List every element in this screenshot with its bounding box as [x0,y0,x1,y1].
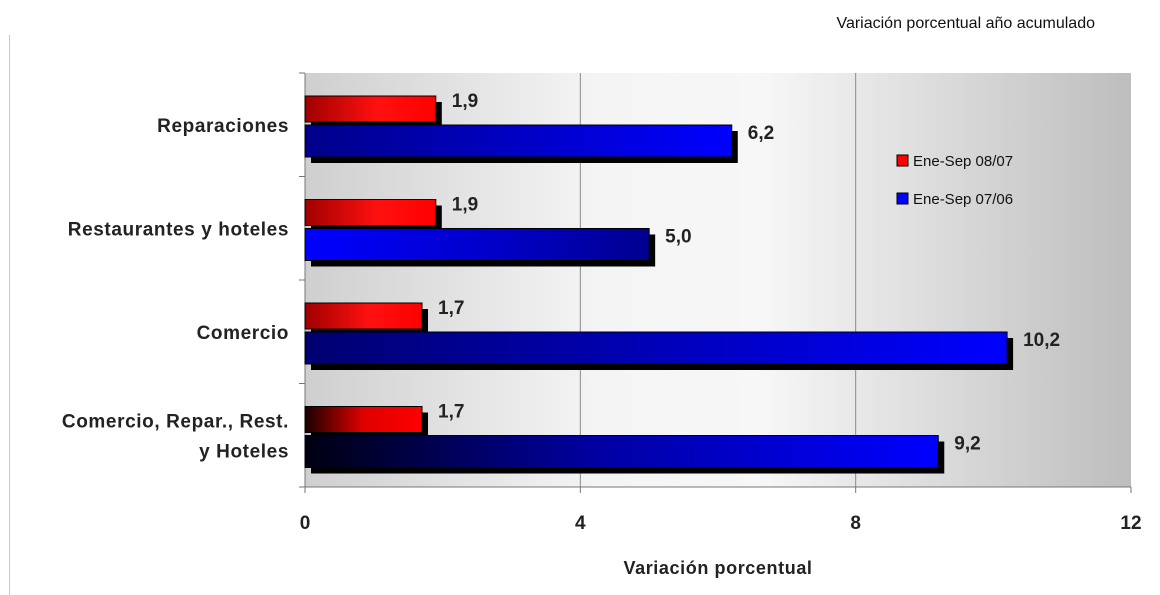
category-label: Comercio, Repar., Rest. [62,411,289,432]
bar-ene-sep-08-07 [304,406,423,433]
data-label: 1,7 [438,298,464,319]
labels: 0 4 8 12 Reparaciones 1,9 6,2 Restaurantes y ho… [62,91,1142,534]
bar-ene-sep-08-07 [304,95,437,123]
x-tick-label: 8 [850,513,861,534]
x-tick-label: 0 [300,513,311,534]
x-axis-title: Variación porcentual [623,558,812,578]
data-label: 9,2 [954,434,980,455]
legend-label-ene-sep-07-06: Ene-Sep 07/06 [913,191,1013,208]
bars [304,95,1014,474]
category-label: y Hoteles [199,441,289,462]
data-label: 1,7 [438,402,464,423]
category-label: Reparaciones [157,116,289,137]
data-label: 1,9 [452,91,478,112]
x-tick-label: 4 [575,513,586,534]
data-label: 1,9 [452,195,478,216]
bar-ene-sep-07-06 [304,228,650,261]
x-tick-label: 12 [1120,513,1141,534]
bar-ene-sep-07-06 [304,124,733,158]
category-label: Comercio [197,323,289,344]
bar-ene-sep-08-07 [304,302,423,330]
data-label: 5,0 [665,227,691,248]
data-label: 10,2 [1023,330,1060,351]
bar-ene-sep-07-06 [304,435,939,468]
bar-ene-sep-07-06 [304,331,1008,365]
legend-label-ene-sep-08-07: Ene-Sep 08/07 [913,153,1013,170]
bar-ene-sep-08-07 [304,199,437,226]
legend: Ene-Sep 08/07 Ene-Sep 07/06 [896,153,1013,208]
legend-swatch-ene-sep-07-06 [896,192,909,205]
category-label: Restaurantes y hoteles [68,219,289,240]
data-label: 6,2 [748,123,774,144]
legend-swatch-ene-sep-08-07 [896,154,909,167]
chart-subtitle: Variación porcentual año acumulado [836,15,1095,32]
